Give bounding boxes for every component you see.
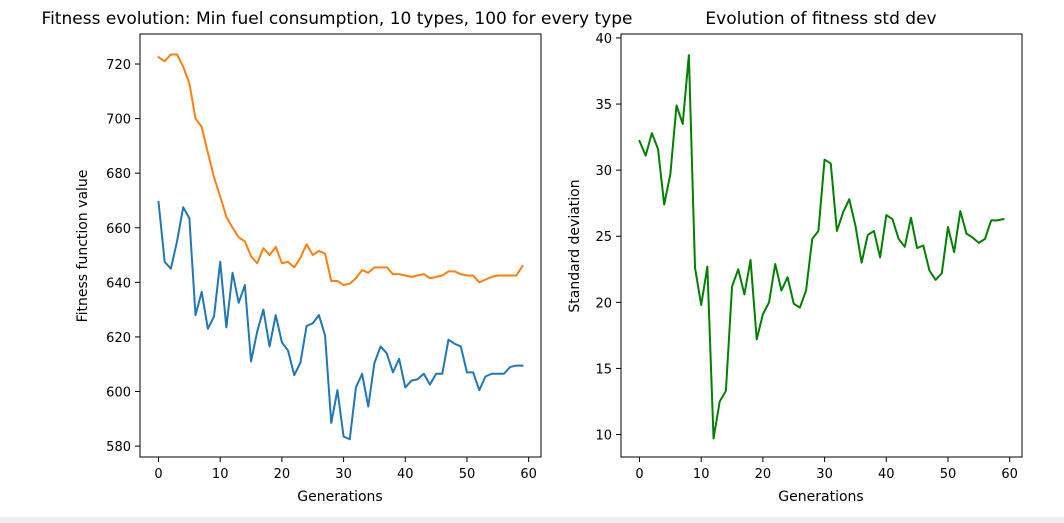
x-tick-label: 10: [693, 467, 710, 482]
y-tick-label: 660: [106, 222, 131, 237]
plot-frame: [139, 33, 542, 458]
x-tick-label: 60: [520, 467, 537, 482]
std-dev-chart: Evolution of fitness std dev 0 10 20 30 40 50…: [567, 9, 1023, 505]
plot-frame: [620, 33, 1023, 458]
y-tick-label: 35: [595, 98, 612, 113]
y-tick-label: 640: [106, 276, 131, 291]
series-layer: [638, 54, 1005, 440]
y-tick-label: 10: [595, 429, 612, 444]
chart-title: Fitness evolution: Min fuel consumption,…: [42, 9, 633, 29]
y-axis-label: Standard deviation: [567, 179, 583, 312]
fitness-evolution-chart: Fitness evolution: Min fuel consumption,…: [42, 9, 633, 505]
x-axis-ticks: 0 10 20 30 40 50 60: [154, 457, 537, 482]
x-tick-label: 30: [816, 467, 833, 482]
y-tick-label: 20: [595, 296, 612, 311]
chart-title: Evolution of fitness std dev: [705, 9, 936, 29]
y-tick-label: 30: [595, 164, 612, 179]
x-tick-label: 50: [459, 467, 476, 482]
y-axis-label: Fitness function value: [75, 170, 91, 323]
x-tick-label: 40: [397, 467, 414, 482]
x-tick-label: 40: [878, 467, 895, 482]
y-axis-ticks: 580 600 620 640 660 680 700 720: [106, 58, 140, 455]
x-tick-label: 60: [1001, 467, 1018, 482]
y-tick-label: 25: [595, 230, 612, 245]
y-tick-label: 580: [106, 440, 131, 455]
series-layer: [157, 53, 524, 441]
y-tick-label: 620: [106, 331, 131, 346]
x-tick-label: 0: [154, 467, 162, 482]
x-tick-label: 20: [274, 467, 291, 482]
x-tick-label: 10: [212, 467, 229, 482]
y-tick-label: 680: [106, 167, 131, 182]
series-line-1: [157, 200, 524, 441]
x-axis-ticks: 0 10 20 30 40 50 60: [635, 457, 1018, 482]
x-axis-label: Generations: [297, 489, 382, 505]
y-tick-label: 15: [595, 362, 612, 377]
series-line-1: [638, 54, 1005, 440]
bottom-strip: [0, 517, 1064, 523]
x-axis-label: Generations: [778, 489, 863, 505]
x-tick-label: 0: [635, 467, 643, 482]
y-axis-ticks: 10 15 20 25 30 35 40: [595, 32, 621, 444]
y-tick-label: 700: [106, 113, 131, 128]
y-tick-label: 720: [106, 58, 131, 73]
x-tick-label: 30: [335, 467, 352, 482]
series-line-2: [157, 53, 524, 287]
y-tick-label: 40: [595, 32, 612, 47]
x-tick-label: 20: [755, 467, 772, 482]
y-tick-label: 600: [106, 386, 131, 401]
x-tick-label: 50: [940, 467, 957, 482]
